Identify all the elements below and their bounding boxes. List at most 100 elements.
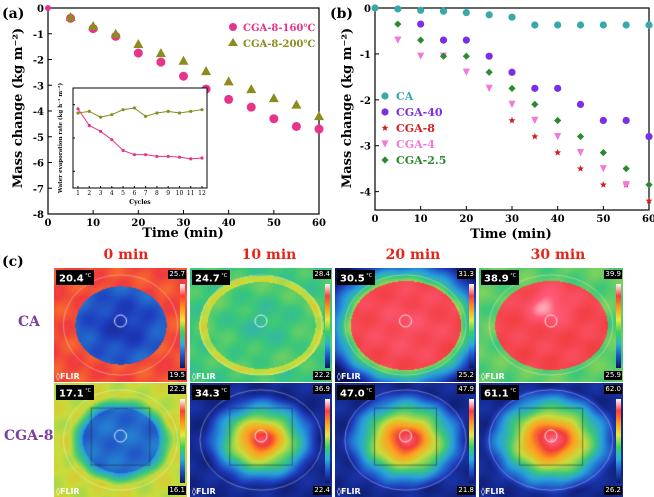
temperature-unit: °C [219,273,228,279]
thermal-image-ca-1: 24.7 °C 28.4 22.2 ◊FLIR [190,268,332,382]
thermal-image-ca-3: 38.9 °C 39.9 25.9 ◊FLIR [479,268,623,382]
legend-label-160: CGA-8-160℃ [243,23,315,34]
spot-temperature-readout: 30.5 °C [337,270,376,286]
spot-temperature-readout: 20.4 °C [56,270,95,286]
legend-marker-CGA-4 [381,140,389,148]
y-tick-label: -1 [360,50,371,61]
spot-temperature-value: 20.4 [59,273,84,285]
panel-a-legend: CGA-8-160℃ CGA-8-200℃ [228,23,315,50]
inset-point-1-5 [132,106,136,110]
thermal-heatmap [190,268,332,382]
temperature-unit: °C [364,388,373,394]
color-scale-bar [616,399,621,483]
panel-a-data-marks [45,5,324,134]
inset-x-tick-label: 8 [155,190,159,197]
data-point-CGA-2.5-10 [622,165,630,173]
temperature-unit: °C [364,273,373,279]
data-point-1-9 [268,93,279,103]
legend-label-CGA-40: CGA-40 [396,106,443,119]
y-tick-label: -8 [33,210,44,221]
data-point-0-10 [291,121,301,131]
scale-max-temperature: 47.9 [457,385,475,394]
data-point-CGA-4-10 [622,181,630,189]
inset-point-0-2 [98,129,103,133]
x-tick-label: 0 [45,218,52,229]
x-tick-label: 60 [642,214,654,225]
y-tick-label: -3 [360,142,371,153]
spot-temperature-readout: 24.7 °C [192,270,231,286]
spot-temperature-value: 61.1 [484,388,509,400]
data-point-0-5 [179,71,188,81]
inset-point-1-9 [177,111,182,115]
data-point-CGA-2.5-4 [485,68,493,76]
data-point-0-3 [133,48,143,58]
data-point-CGA-4-3 [462,68,470,76]
inset-frame [72,87,208,189]
data-point-CA-5 [508,13,516,21]
data-point-CGA-40-0 [417,20,425,28]
data-point-CGA-2.5-7 [554,116,562,125]
x-tick-label: 40 [222,218,236,229]
inset-ylabel: Water evaporation rate (kg h⁻¹ m⁻²) [57,83,64,195]
color-scale-bar [180,399,185,483]
panel-b: (b) 0 -1 -2 -3 -4 0 10 20 30 40 50 60 Time (min) M… [330,4,654,242]
panel-b-x-ticks: 0 10 20 30 40 50 60 [372,206,654,225]
legend-label-CGA-8: CGA-8 [396,122,435,135]
data-point-CGA-2.5-2 [439,52,448,60]
x-tick-label: 20 [459,214,473,225]
spot-temperature-value: 30.5 [340,273,365,285]
inset-x-tick-label: 12 [198,190,206,197]
data-point-CGA-40-1 [439,36,448,44]
scale-max-temperature: 62.0 [604,385,622,394]
data-point-CA-3 [462,8,470,17]
data-point-CGA-2.5-3 [462,52,470,60]
data-point-CA-1 [417,6,425,14]
thermal-heatmap [479,383,623,497]
data-point-CGA-8-4 [599,181,607,188]
spot-temperature-value: 34.3 [195,388,220,400]
data-point-1-2 [110,28,121,38]
y-tick-label: -2 [33,56,44,67]
data-point-CGA-4-6 [531,116,539,125]
data-point-CGA-4-0 [394,36,402,44]
inset-x-tick-label: 6 [132,190,136,197]
scale-min-temperature: 16.1 [168,486,186,495]
thermal-image-cga8-1: 34.3 °C 36.9 22.4 ◊FLIR [190,383,332,497]
inset-x-tick-label: 9 [166,190,170,197]
inset-point-1-3 [110,113,114,117]
data-point-CA-4 [485,11,493,19]
x-tick-label: 60 [312,218,326,229]
data-point-CGA-2.5-9 [599,149,607,157]
inset-data-marks [76,106,204,161]
inset-point-0-9 [177,155,182,159]
scale-min-temperature: 25.2 [457,371,475,380]
flir-logo: ◊FLIR [192,372,216,381]
data-point-CA-9 [599,21,607,29]
inset-point-0-1 [87,123,91,128]
flir-logo: ◊FLIR [337,487,361,496]
data-point-CA-8 [576,21,585,29]
flir-logo: ◊FLIR [481,487,505,496]
data-point-1-11 [314,111,324,121]
data-point-1-8 [246,84,257,94]
x-tick-label: 0 [372,214,379,225]
scale-max-temperature: 28.4 [313,270,331,279]
inset-x-tick-label: 1 [76,190,80,197]
data-point-1-7 [223,76,234,86]
color-scale-bar [325,399,330,483]
spot-temperature-value: 24.7 [195,273,220,285]
inset-x-ticks: 1 2 3 4 5 6 7 8 9 10 11 12 [76,186,206,197]
panel-a-y-ticks: 0 -1 -2 -3 -4 -5 -6 -7 -8 [33,4,52,221]
data-point-CGA-8-0 [508,116,516,124]
data-point-CGA-2.5-5 [508,84,516,92]
data-point-0-8 [246,102,256,112]
inset-point-1-0 [76,111,80,115]
thermal-heatmap [54,383,187,497]
data-point-CA-0 [394,5,402,13]
data-point-0-11 [314,124,324,134]
y-tick-label: -6 [33,159,44,170]
x-tick-label: 30 [177,218,191,229]
data-point-origin [45,5,51,11]
spot-temperature-value: 17.1 [59,388,84,400]
x-tick-label: 30 [505,214,519,225]
